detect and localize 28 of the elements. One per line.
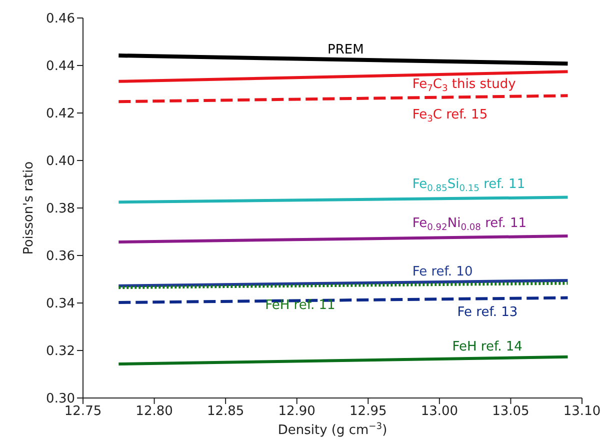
y-axis-title: Poisson's ratio [22, 161, 37, 255]
series-label: FeH ref. 14 [452, 339, 522, 354]
y-tick-label: 0.40 [46, 154, 75, 170]
series-label: Fe$_{0.85}$Si$_{0.15}$ ref. 11 [412, 176, 526, 194]
y-tick-label: 0.32 [46, 344, 75, 360]
x-tick-label: 12.90 [278, 404, 316, 420]
y-tick-label: 0.36 [46, 249, 75, 264]
x-tick-label: 13.05 [492, 404, 530, 420]
x-tick-label: 13.10 [563, 404, 601, 420]
series-label: PREM [328, 42, 364, 57]
x-tick-label: 12.75 [64, 404, 102, 420]
y-tick-label: 0.46 [46, 12, 75, 27]
y-tick-label: 0.38 [46, 202, 75, 217]
x-tick-label: 13.00 [420, 404, 458, 420]
y-tick-label: 0.42 [46, 106, 75, 122]
series-label: Fe$_{7}$C$_{3}$ this study [412, 76, 516, 95]
y-tick-label: 0.34 [46, 296, 75, 312]
x-tick-label: 12.80 [136, 404, 173, 420]
series-label: Fe$_{3}$C ref. 15 [412, 107, 488, 126]
series-label: FeH ref. 11 [265, 298, 336, 313]
series-label: Fe ref. 13 [457, 304, 518, 320]
x-tick-label: 12.85 [206, 404, 244, 420]
x-tick-label: 12.95 [350, 404, 387, 420]
y-tick-label: 0.44 [46, 59, 75, 74]
series-label: Fe$_{0.92}$Ni$_{0.08}$ ref. 11 [412, 216, 527, 234]
x-axis-title: Density (g cm$^{−3}$) [278, 422, 388, 438]
y-tick-label: 0.30 [46, 392, 75, 407]
series-label: Fe ref. 10 [412, 264, 473, 279]
